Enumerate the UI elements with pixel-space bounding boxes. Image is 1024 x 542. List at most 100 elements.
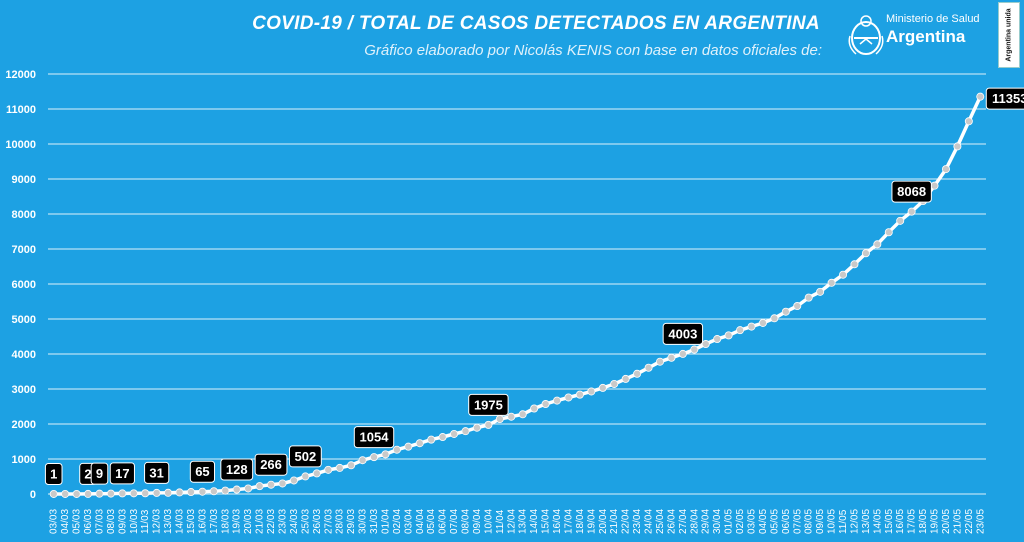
y-tick-label: 7000 xyxy=(12,244,36,256)
x-tick-label: 11/03 xyxy=(140,509,151,534)
x-tick-label: 04/04 xyxy=(415,509,426,534)
data-label-box xyxy=(109,462,135,485)
data-label-box xyxy=(353,426,395,449)
x-tick-label: 28/04 xyxy=(689,509,700,534)
data-point xyxy=(312,469,321,478)
x-tick-label: 15/05 xyxy=(884,509,895,534)
data-point xyxy=(255,482,264,491)
y-tick-label: 12000 xyxy=(5,69,36,81)
data-point xyxy=(816,287,825,296)
x-tick-label: 23/03 xyxy=(278,509,289,534)
data-label-text: 128 xyxy=(226,462,248,477)
ministry-name: Ministerio de Salud xyxy=(886,13,980,25)
x-tick-label: 10/05 xyxy=(827,509,838,534)
x-tick-label: 06/05 xyxy=(781,509,792,534)
data-point xyxy=(141,489,150,498)
y-tick-label: 9000 xyxy=(12,174,36,186)
data-label-text: 65 xyxy=(195,464,209,479)
data-point xyxy=(450,429,459,438)
data-label: 11353 xyxy=(985,87,1024,110)
data-point xyxy=(964,117,973,126)
x-tick-label: 16/05 xyxy=(895,509,906,534)
y-tick-label: 10000 xyxy=(5,139,36,151)
chart-subtitle: Gráfico elaborado por Nicolás KENIS con … xyxy=(364,42,822,59)
data-point xyxy=(873,240,882,249)
data-label-box xyxy=(189,460,216,483)
data-label: 128 xyxy=(220,458,254,481)
x-tick-label: 14/03 xyxy=(175,509,186,534)
data-point xyxy=(49,489,58,498)
data-point xyxy=(221,486,230,495)
data-point xyxy=(347,461,356,470)
data-point xyxy=(896,216,905,225)
data-point xyxy=(164,488,173,497)
data-label: 9 xyxy=(90,462,109,485)
data-label-text: 9 xyxy=(96,466,103,481)
data-point xyxy=(106,489,115,498)
data-label-box xyxy=(144,461,170,484)
x-tick-label: 22/05 xyxy=(964,509,975,534)
data-point xyxy=(736,326,745,335)
data-point xyxy=(198,487,207,496)
x-tick-label: 24/04 xyxy=(644,509,655,534)
data-point xyxy=(758,318,767,327)
data-label-text: 8068 xyxy=(897,184,926,199)
x-tick-label: 12/04 xyxy=(506,509,517,534)
x-tick-label: 29/04 xyxy=(701,509,712,534)
data-point xyxy=(701,340,710,349)
y-axis-ticks: 0 1000 2000 3000 4000 5000 6000 7000 8000 9000 100… xyxy=(5,69,36,501)
x-tick-label: 19/05 xyxy=(930,509,941,534)
x-tick-label: 03/05 xyxy=(747,509,758,534)
data-label-text: 4003 xyxy=(668,326,697,341)
data-point xyxy=(587,387,596,396)
y-tick-label: 1000 xyxy=(12,454,36,466)
x-tick-label: 09/04 xyxy=(472,509,483,534)
data-labels: 1 2 9 17 31 65 128 266 502 1054 1975 4003 8068 11353 xyxy=(44,87,1024,485)
x-tick-label: 02/04 xyxy=(392,509,403,534)
data-point xyxy=(713,335,722,344)
data-label-text: 1 xyxy=(50,466,57,481)
x-tick-label: 31/03 xyxy=(369,509,380,534)
data-point xyxy=(621,374,630,383)
x-tick-label: 18/03 xyxy=(220,509,231,534)
x-tick-label: 10/04 xyxy=(483,509,494,534)
x-tick-label: 13/05 xyxy=(861,509,872,534)
x-tick-label: 07/05 xyxy=(792,509,803,534)
x-tick-label: 22/04 xyxy=(621,509,632,534)
x-tick-label: 10/03 xyxy=(129,509,140,534)
data-point xyxy=(839,270,848,279)
data-label: 8068 xyxy=(891,180,932,203)
data-point xyxy=(530,404,539,413)
x-tick-label: 27/04 xyxy=(678,509,689,534)
x-tick-label: 21/05 xyxy=(952,509,963,534)
x-tick-label: 20/03 xyxy=(243,509,254,534)
x-tick-label: 14/05 xyxy=(872,509,883,534)
data-point xyxy=(907,207,916,216)
data-label: 266 xyxy=(254,453,288,476)
data-point xyxy=(209,487,218,496)
x-tick-label: 23/05 xyxy=(975,509,986,534)
data-point xyxy=(370,453,379,462)
data-point xyxy=(118,489,127,498)
y-tick-label: 11000 xyxy=(6,104,36,116)
data-point xyxy=(575,390,584,399)
series-line xyxy=(53,95,982,496)
x-tick-label: 04/03 xyxy=(60,509,71,534)
data-point xyxy=(84,489,93,498)
data-point xyxy=(861,249,870,258)
data-point xyxy=(804,293,813,302)
data-label-text: 1975 xyxy=(474,397,503,412)
data-point xyxy=(598,383,607,392)
data-point xyxy=(781,307,790,316)
x-tick-label: 25/03 xyxy=(300,509,311,534)
x-tick-label: 04/05 xyxy=(758,509,769,534)
x-tick-label: 25/04 xyxy=(655,509,666,534)
x-tick-label: 29/03 xyxy=(346,509,357,534)
series-line-path xyxy=(53,95,982,496)
data-point xyxy=(941,165,950,174)
data-label: 1054 xyxy=(353,426,395,449)
data-point xyxy=(186,488,195,497)
data-point xyxy=(507,412,516,421)
data-label-box xyxy=(90,462,109,485)
